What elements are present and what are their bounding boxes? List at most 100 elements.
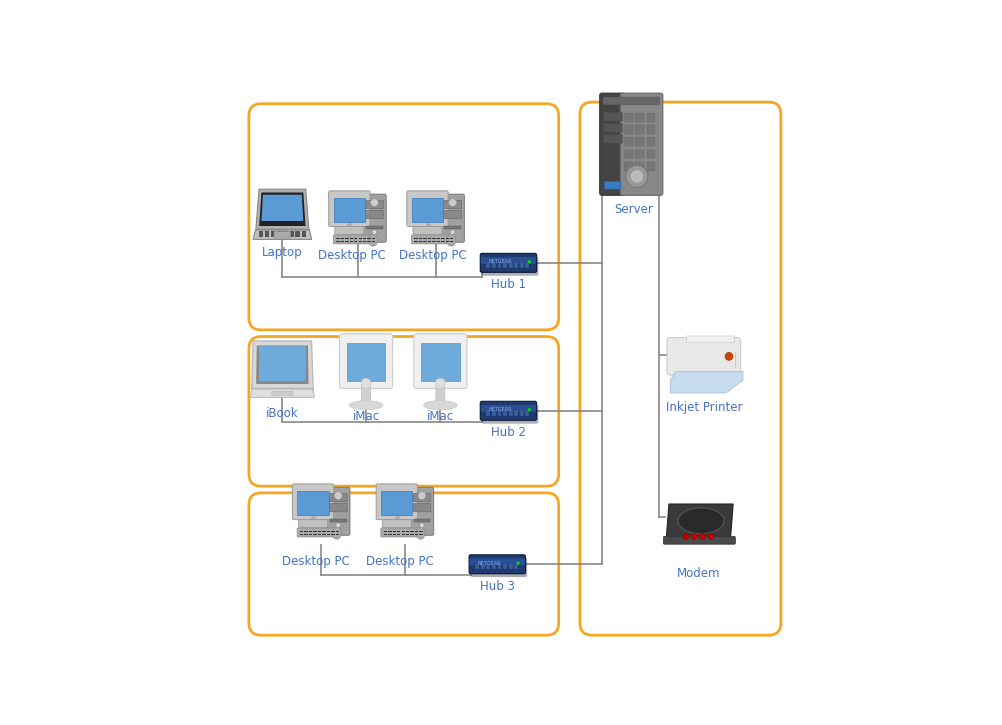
Text: Desktop PC: Desktop PC (318, 249, 386, 262)
FancyBboxPatch shape (331, 531, 335, 532)
FancyBboxPatch shape (492, 564, 495, 569)
FancyBboxPatch shape (336, 238, 340, 239)
FancyBboxPatch shape (259, 231, 263, 233)
FancyBboxPatch shape (366, 226, 383, 229)
Circle shape (629, 170, 643, 183)
FancyBboxPatch shape (298, 491, 329, 515)
FancyBboxPatch shape (299, 520, 328, 528)
FancyBboxPatch shape (372, 241, 375, 242)
FancyBboxPatch shape (443, 200, 461, 209)
FancyBboxPatch shape (259, 236, 263, 237)
FancyBboxPatch shape (423, 238, 426, 239)
Circle shape (276, 358, 289, 371)
FancyBboxPatch shape (503, 410, 507, 416)
FancyBboxPatch shape (445, 238, 449, 239)
FancyBboxPatch shape (326, 487, 350, 535)
FancyBboxPatch shape (413, 226, 442, 234)
FancyBboxPatch shape (265, 236, 269, 237)
FancyBboxPatch shape (413, 494, 431, 502)
FancyBboxPatch shape (363, 238, 366, 239)
FancyBboxPatch shape (415, 531, 418, 532)
Text: iBook: iBook (266, 407, 299, 420)
FancyBboxPatch shape (508, 410, 512, 416)
FancyBboxPatch shape (327, 534, 330, 535)
FancyBboxPatch shape (470, 558, 527, 577)
Ellipse shape (332, 527, 341, 539)
FancyBboxPatch shape (497, 262, 501, 268)
Text: NETGEAR: NETGEAR (488, 260, 512, 264)
FancyBboxPatch shape (497, 410, 501, 416)
Text: Hub 2: Hub 2 (490, 426, 525, 439)
FancyBboxPatch shape (481, 405, 538, 423)
FancyBboxPatch shape (623, 137, 632, 146)
FancyBboxPatch shape (410, 531, 414, 532)
Circle shape (527, 408, 530, 411)
Text: NETGEAR: NETGEAR (488, 407, 512, 413)
FancyBboxPatch shape (421, 343, 459, 381)
Polygon shape (252, 341, 313, 389)
FancyBboxPatch shape (602, 97, 658, 105)
FancyBboxPatch shape (411, 235, 454, 244)
FancyBboxPatch shape (336, 241, 340, 242)
Text: Modem: Modem (675, 567, 719, 580)
FancyBboxPatch shape (336, 534, 339, 535)
FancyBboxPatch shape (313, 531, 317, 532)
FancyBboxPatch shape (318, 531, 321, 532)
FancyBboxPatch shape (384, 534, 387, 535)
FancyBboxPatch shape (685, 336, 733, 343)
FancyBboxPatch shape (497, 564, 501, 569)
FancyBboxPatch shape (475, 564, 479, 569)
FancyBboxPatch shape (392, 534, 396, 535)
Circle shape (370, 199, 378, 207)
FancyBboxPatch shape (413, 503, 431, 512)
FancyBboxPatch shape (480, 253, 536, 273)
FancyBboxPatch shape (333, 235, 376, 244)
Ellipse shape (369, 234, 377, 246)
FancyBboxPatch shape (492, 410, 495, 416)
FancyBboxPatch shape (450, 241, 453, 242)
Circle shape (334, 492, 342, 500)
FancyBboxPatch shape (363, 194, 386, 242)
FancyBboxPatch shape (603, 134, 621, 144)
FancyBboxPatch shape (428, 238, 431, 239)
FancyBboxPatch shape (646, 149, 655, 159)
FancyBboxPatch shape (508, 564, 512, 569)
Polygon shape (253, 230, 312, 239)
FancyBboxPatch shape (362, 386, 370, 402)
FancyBboxPatch shape (283, 231, 288, 233)
FancyBboxPatch shape (388, 531, 391, 532)
FancyBboxPatch shape (277, 233, 282, 235)
FancyBboxPatch shape (603, 112, 621, 121)
FancyBboxPatch shape (277, 236, 282, 237)
FancyBboxPatch shape (350, 241, 353, 242)
FancyBboxPatch shape (410, 487, 433, 535)
FancyBboxPatch shape (334, 197, 365, 222)
Ellipse shape (349, 401, 383, 410)
FancyBboxPatch shape (277, 231, 282, 233)
FancyBboxPatch shape (358, 238, 362, 239)
FancyBboxPatch shape (397, 531, 400, 532)
FancyBboxPatch shape (376, 484, 417, 520)
FancyBboxPatch shape (345, 241, 348, 242)
Polygon shape (262, 195, 303, 221)
FancyBboxPatch shape (407, 191, 448, 226)
Circle shape (372, 230, 377, 234)
Circle shape (682, 534, 688, 539)
FancyBboxPatch shape (256, 229, 309, 233)
Text: Hub 1: Hub 1 (490, 278, 525, 291)
Polygon shape (669, 372, 742, 393)
FancyBboxPatch shape (503, 564, 507, 569)
FancyBboxPatch shape (519, 410, 523, 416)
FancyBboxPatch shape (322, 534, 326, 535)
Ellipse shape (416, 527, 425, 539)
FancyBboxPatch shape (412, 197, 443, 222)
Text: iMac: iMac (352, 410, 380, 423)
Circle shape (336, 523, 340, 528)
Circle shape (450, 230, 455, 234)
FancyBboxPatch shape (406, 531, 409, 532)
FancyBboxPatch shape (335, 226, 364, 234)
FancyBboxPatch shape (436, 386, 444, 402)
Polygon shape (256, 189, 309, 229)
Text: Laptop: Laptop (262, 246, 303, 259)
FancyBboxPatch shape (646, 137, 655, 146)
